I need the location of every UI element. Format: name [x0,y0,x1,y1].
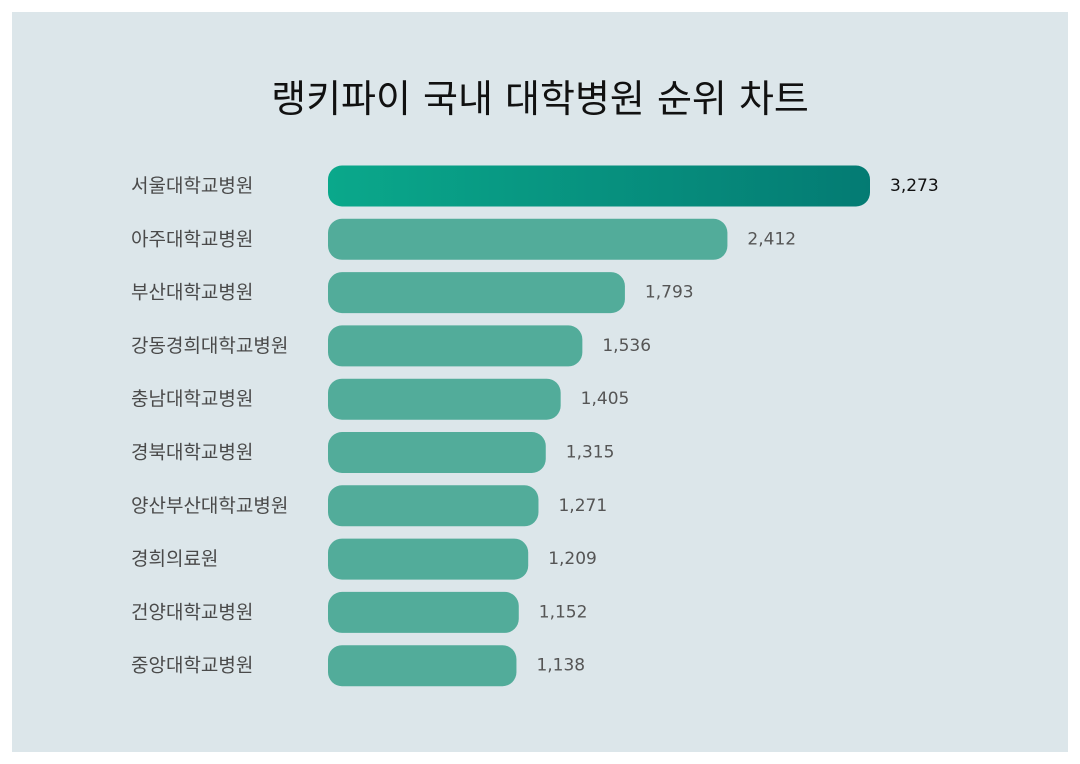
category-label: 아주대학교병원 [131,228,253,250]
category-label: 경희의료원 [131,548,218,570]
value-label: 1,793 [645,283,694,303]
value-label: 1,536 [602,336,651,356]
bar [328,218,728,260]
bar [328,538,529,580]
value-label: 1,405 [581,389,630,409]
category-label: 건양대학교병원 [131,601,253,623]
bar [328,325,583,367]
category-label: 부산대학교병원 [131,282,253,304]
value-label: 1,209 [548,549,597,569]
value-label: 1,138 [536,656,585,676]
bar [328,165,870,207]
category-label: 강동경희대학교병원 [131,335,288,357]
value-label: 1,315 [566,443,615,463]
category-label: 양산부산대학교병원 [131,495,288,517]
bar [328,432,546,473]
category-label: 경북대학교병원 [131,442,253,464]
bar [328,272,625,314]
value-label: 2,412 [747,229,796,249]
category-label: 충남대학교병원 [131,388,253,410]
chart-title: 랭키파이 국내 대학병원 순위 차트 [271,77,809,121]
bar [328,485,539,527]
value-label: 1,152 [539,602,588,622]
category-label: 중앙대학교병원 [131,655,253,677]
value-label: 3,273 [890,176,939,196]
value-label: 1,271 [558,496,607,516]
bar [328,378,561,420]
bar [328,645,517,687]
category-label: 서울대학교병원 [131,175,253,197]
bar [328,591,519,633]
